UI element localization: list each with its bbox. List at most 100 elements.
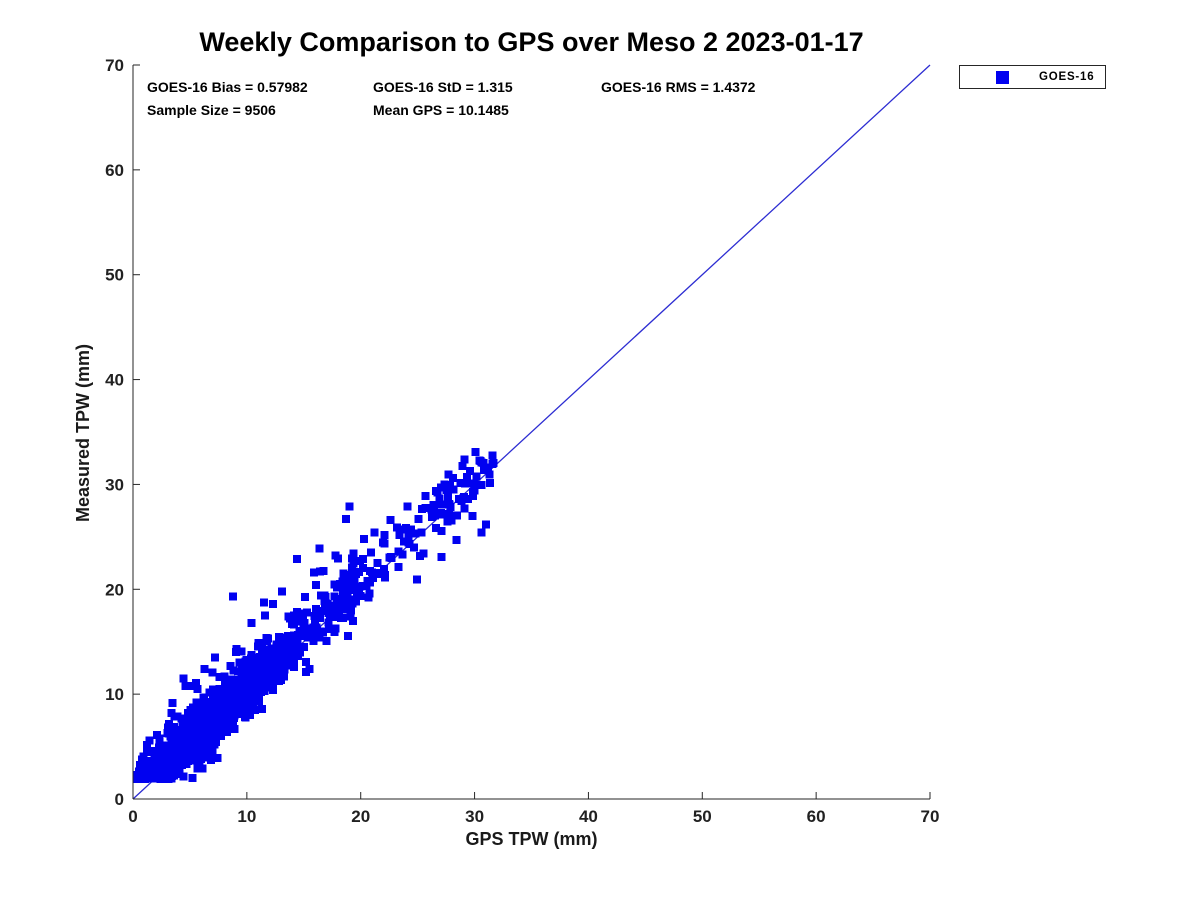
scatter-point [456,478,465,487]
scatter-point [369,573,378,582]
scatter-point [205,708,214,717]
scatter-point [331,624,340,633]
scatter-point [349,549,358,558]
scatter-point [360,535,369,543]
scatter-point [437,483,446,492]
y-tick-label: 30 [105,475,124,494]
scatter-point [151,763,160,772]
scatter-point [310,620,319,629]
scatter-point [199,709,208,718]
scatter-point [344,571,353,580]
scatter-point [216,730,225,739]
scatter-point [247,618,256,627]
scatter-point [267,659,276,668]
scatter-point [444,510,453,519]
scatter-point [482,520,490,529]
scatter-point [315,633,324,642]
scatter-point [228,681,237,690]
scatter-point [242,668,250,677]
scatter-point [345,502,354,511]
scatter-point [266,650,275,659]
scatter-point [302,608,311,617]
scatter-point [215,700,224,709]
scatter-point [291,616,300,625]
scatter-point [188,774,197,783]
scatter-point [443,517,452,526]
scatter-point [185,681,194,690]
scatter-point [223,728,232,736]
scatter-point [349,559,358,568]
scatter-point [252,653,261,662]
scatter-point [223,679,232,688]
scatter-point [230,675,239,684]
scatter-point [192,738,201,747]
scatter-point [322,599,330,608]
scatter-point [298,615,307,624]
scatter-point [394,563,403,572]
scatter-point [428,513,437,522]
scatter-point [162,769,171,778]
y-tick-label: 20 [105,580,124,599]
scatter-point [469,488,478,497]
scatter-point [173,749,182,758]
scatter-point [462,479,471,488]
scatter-point [341,515,350,523]
scatter-point [315,544,324,553]
scatter-point [167,709,176,717]
scatter-point [192,698,201,707]
scatter-point [310,611,319,620]
scatter-point [281,634,290,643]
x-tick-label: 10 [237,807,256,826]
scatter-point [432,524,441,533]
scatter-point [190,727,199,736]
scatter-point [468,511,477,520]
scatter-point [319,566,328,575]
scatter-point [260,661,269,670]
scatter-point [144,748,152,756]
y-axis-ticks: 0 10 20 30 40 50 60 70 [105,56,140,809]
scatter-series [132,447,498,784]
scatter-point [253,642,262,651]
scatter-point [380,531,389,540]
scatter-point [228,697,237,706]
scatter-point [229,592,238,601]
scatter-point [213,719,222,728]
scatter-point [223,695,232,704]
y-tick-label: 70 [105,56,124,75]
scatter-point [341,585,349,594]
scatter-point [200,665,209,673]
scatter-point [340,601,349,610]
scatter-point [159,741,168,750]
scatter-point [417,528,426,537]
scatter-point [386,516,395,525]
scatter-point [398,525,407,534]
scatter-point [325,625,334,634]
scatter-point [458,461,467,470]
scatter-point [472,472,481,481]
y-tick-label: 60 [105,161,124,180]
scatter-point [405,539,414,548]
scatter-point [260,674,269,683]
scatter-point [336,613,345,622]
scatter-point [252,675,261,684]
scatter-point [331,551,340,560]
scatter-point [280,654,288,662]
scatter-point [212,690,220,699]
scatter-point [210,740,219,749]
scatter-point [163,723,172,732]
scatter-point [443,493,452,502]
scatter-point [153,756,161,765]
scatter-point [173,712,182,721]
scatter-point [211,653,219,662]
scatter-point [269,683,277,692]
scatter-point [292,643,301,652]
scatter-point [304,625,313,633]
scatter-point [488,460,497,469]
scatter-point [168,738,176,747]
scatter-point [235,658,244,667]
scatter-point [363,577,372,586]
scatter-point [138,772,146,780]
scatter-point [239,698,248,707]
scatter-point [192,678,201,687]
scatter-point [314,607,323,616]
